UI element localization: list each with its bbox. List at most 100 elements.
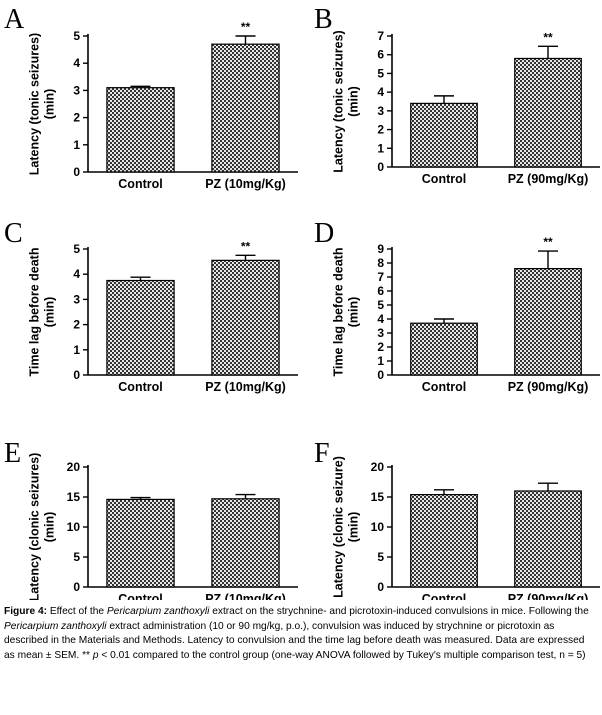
y-tick-label: 4 xyxy=(377,85,384,99)
x-category-label: PZ (90mg/Kg) xyxy=(508,172,589,186)
x-category-label: Control xyxy=(118,177,162,191)
x-category-label: Control xyxy=(118,380,162,394)
y-tick-label: 4 xyxy=(377,312,384,326)
panel-letter: E xyxy=(4,438,21,469)
bar xyxy=(410,494,478,588)
y-axis-label: Time lag before death xyxy=(28,248,42,377)
x-category-label: PZ (90mg/Kg) xyxy=(508,592,589,600)
x-category-label: Control xyxy=(422,380,466,394)
bar xyxy=(211,259,280,376)
y-axis-label: Latency (tonic seizures) xyxy=(28,33,42,175)
y-tick-label: 5 xyxy=(73,550,80,564)
y-axis-label: Time lag before death xyxy=(332,248,346,377)
y-tick-label: 0 xyxy=(73,165,80,179)
y-tick-label: 1 xyxy=(73,343,80,357)
y-tick-label: 0 xyxy=(377,580,384,594)
y-tick-label: 5 xyxy=(73,242,80,256)
y-tick-label: 2 xyxy=(377,123,384,137)
bar xyxy=(410,102,478,168)
y-tick-label: 4 xyxy=(73,56,80,70)
panel-letter: A xyxy=(4,4,25,35)
bar xyxy=(106,87,175,173)
chart-panel-e: E Latency (clonic seizures) (min) 0 5 10 15 20 C… xyxy=(4,438,298,600)
panel-letter: F xyxy=(314,438,330,469)
bar xyxy=(514,57,582,168)
y-tick-label: 2 xyxy=(73,318,80,332)
y-tick-label: 5 xyxy=(73,29,80,43)
y-axis-label: (min) xyxy=(43,512,57,543)
y-axis-label: Latency (clonic seizures) xyxy=(28,453,42,600)
y-tick-label: 3 xyxy=(377,326,384,340)
x-category-label: Control xyxy=(422,592,466,600)
chart-panel-c: C Time lag before death (min) 0 1 2 3 4 5 Control… xyxy=(4,218,298,394)
y-tick-label: 5 xyxy=(377,298,384,312)
y-tick-label: 9 xyxy=(377,242,384,256)
figure-caption: Figure 4: Effect of the Pericarpium zant… xyxy=(4,605,598,663)
y-axis-label: (min) xyxy=(347,512,361,543)
y-tick-label: 20 xyxy=(371,460,385,474)
y-tick-label: 0 xyxy=(73,368,80,382)
y-tick-label: 0 xyxy=(377,368,384,382)
caption-text-1: Effect of the xyxy=(47,606,107,617)
y-tick-label: 7 xyxy=(377,29,384,43)
y-tick-label: 1 xyxy=(73,138,80,152)
y-tick-label: 1 xyxy=(377,141,384,155)
panel-letter: C xyxy=(4,218,23,249)
y-tick-label: 7 xyxy=(377,270,384,284)
y-tick-label: 10 xyxy=(67,520,81,534)
y-axis-label: (min) xyxy=(347,297,361,328)
y-tick-label: 1 xyxy=(377,354,384,368)
x-category-label: PZ (90mg/Kg) xyxy=(508,380,589,394)
y-axis-label: Latency (tonic seizures) xyxy=(332,30,346,172)
bar xyxy=(514,268,582,376)
x-category-label: Control xyxy=(118,592,162,600)
bar xyxy=(211,43,280,173)
y-tick-label: 5 xyxy=(377,66,384,80)
panel-letter: B xyxy=(314,4,333,35)
caption-italic-3: p xyxy=(92,649,99,661)
caption-italic-1: Pericarpium zanthoxyli xyxy=(106,606,210,617)
bar xyxy=(514,490,582,588)
y-tick-label: 2 xyxy=(377,340,384,354)
caption-text-2: extract on the strychnine- and picrotoxi… xyxy=(209,606,589,617)
y-tick-label: 6 xyxy=(377,284,384,298)
caption-text-3: extract administration (10 or 90 mg/kg, … xyxy=(4,620,585,661)
x-category-label: PZ (10mg/Kg) xyxy=(205,592,286,600)
y-tick-label: 6 xyxy=(377,48,384,62)
x-category-label: PZ (10mg/Kg) xyxy=(205,177,286,191)
y-axis-label: (min) xyxy=(43,297,57,328)
y-tick-label: 5 xyxy=(377,550,384,564)
y-tick-label: 3 xyxy=(377,104,384,118)
y-tick-label: 2 xyxy=(73,111,80,125)
y-axis-label: (min) xyxy=(43,89,57,120)
significance-marker: ** xyxy=(241,239,251,253)
y-tick-label: 10 xyxy=(371,520,385,534)
y-tick-label: 15 xyxy=(67,490,81,504)
caption-italic-2: Pericarpium zanthoxyli xyxy=(4,620,107,632)
y-axis-label: Latency (clonic seizure) xyxy=(332,456,346,598)
bar xyxy=(106,279,175,376)
caption-lead: Figure 4: xyxy=(4,606,48,617)
y-axis-label: (min) xyxy=(347,86,361,117)
y-tick-label: 20 xyxy=(67,460,81,474)
x-category-label: PZ (10mg/Kg) xyxy=(205,380,286,394)
y-tick-label: 0 xyxy=(73,580,80,594)
bar xyxy=(410,322,478,376)
y-tick-label: 8 xyxy=(377,256,384,270)
y-tick-label: 15 xyxy=(371,490,385,504)
x-category-label: Control xyxy=(422,172,466,186)
bar xyxy=(211,498,280,588)
y-tick-label: 0 xyxy=(377,160,384,174)
significance-marker: ** xyxy=(241,20,251,34)
y-tick-label: 3 xyxy=(73,292,80,306)
y-tick-label: 4 xyxy=(73,267,80,281)
panel-letter: D xyxy=(314,218,334,249)
significance-marker: ** xyxy=(543,235,553,249)
caption-text-4: < 0.01 compared to the control group (on… xyxy=(98,649,586,661)
bar xyxy=(106,498,175,588)
